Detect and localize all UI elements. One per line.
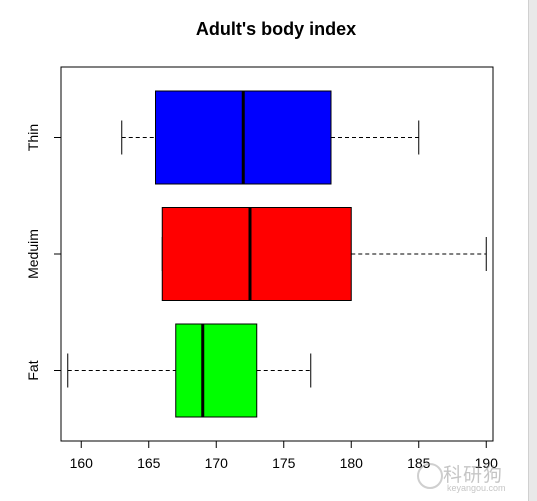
x-axis: 160 165 170 175 180 185 190 — [70, 441, 499, 471]
x-tick-label: 180 — [340, 455, 364, 471]
y-axis: Fat Meduim Thin — [25, 124, 61, 381]
x-tick-label: 175 — [272, 455, 296, 471]
watermark-logo-icon — [417, 463, 443, 489]
box-fat — [175, 323, 258, 418]
x-tick-label: 160 — [70, 455, 94, 471]
watermark-url: keyangou.com — [447, 483, 506, 493]
chart-title: Adult's body index — [196, 19, 356, 39]
y-tick-label: Thin — [25, 124, 41, 151]
x-tick-label: 170 — [205, 455, 229, 471]
box-group — [67, 90, 487, 418]
y-tick-label: Meduim — [25, 229, 41, 279]
watermark-text: 科研狗 — [443, 464, 504, 486]
box-meduim — [161, 207, 352, 301]
scrollbar-strip — [528, 0, 537, 501]
x-tick-label: 190 — [475, 455, 499, 471]
watermark: 科研狗 keyangou.com — [413, 457, 523, 497]
x-tick-label: 165 — [137, 455, 161, 471]
y-tick-label: Fat — [25, 360, 41, 380]
